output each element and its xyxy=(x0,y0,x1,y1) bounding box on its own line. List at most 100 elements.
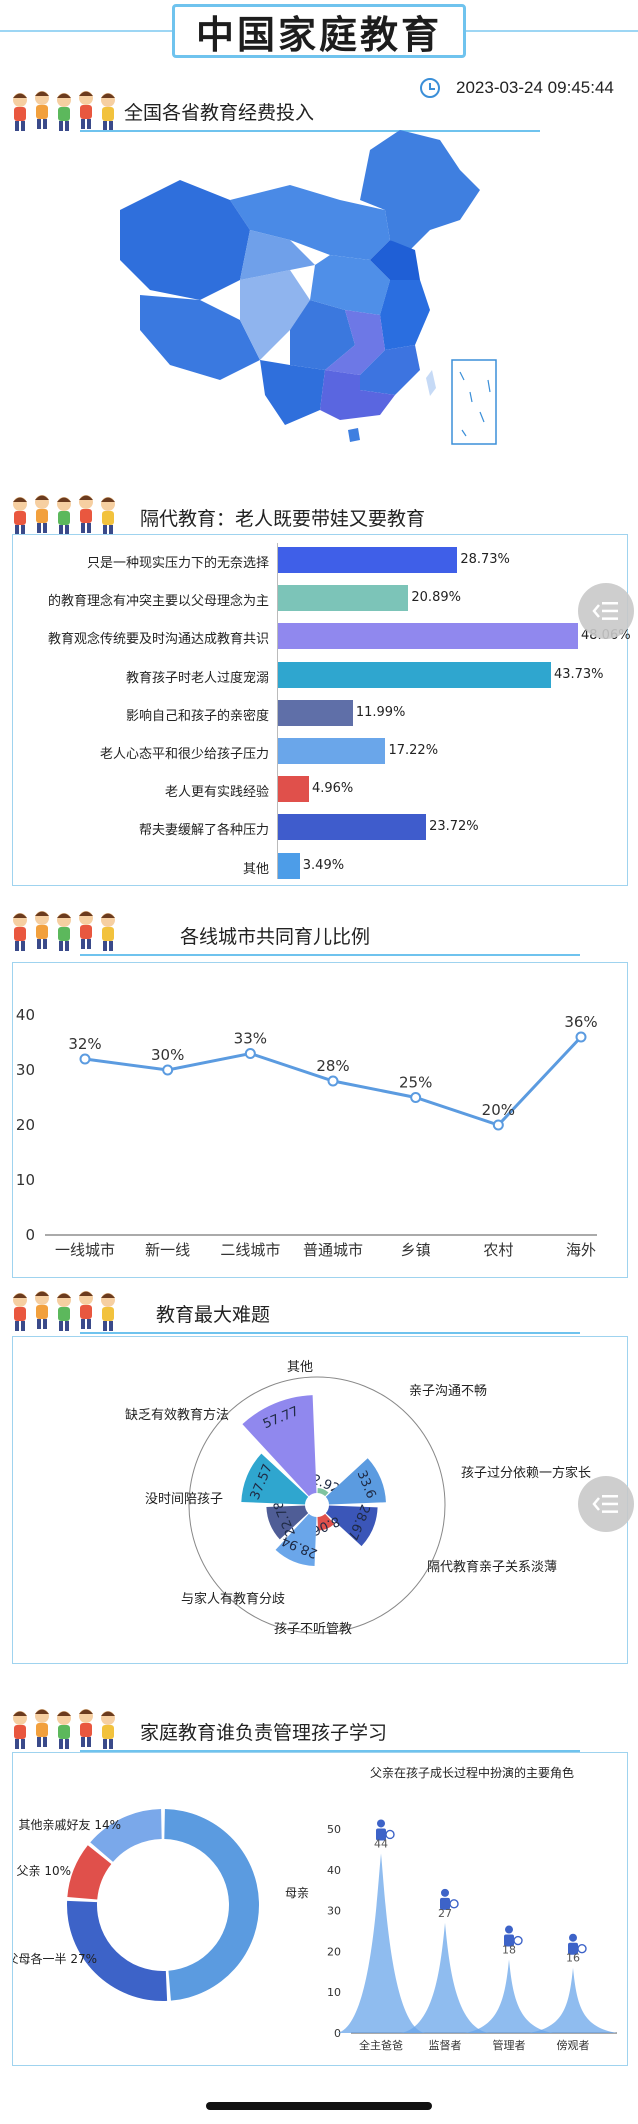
area-value-label: 27 xyxy=(438,1907,452,1920)
map-region-taiwan xyxy=(426,370,436,396)
line-point xyxy=(79,1053,91,1065)
rose-slice xyxy=(241,1453,309,1505)
line-value-label: 33% xyxy=(234,1030,267,1048)
bar-category-label: 的教育理念有冲突主要以父母理念为主 xyxy=(47,594,269,610)
bar-value-label: 17.22% xyxy=(388,743,439,758)
bar-chart-panel: 只是一种现实压力下的无奈选择 28.73% 的教育理念有冲突主要以父母理念为主 20.… xyxy=(12,534,631,886)
rose-outer-circle xyxy=(188,1376,446,1634)
bar-value-label: 43.73% xyxy=(553,666,604,682)
person-icon xyxy=(440,1888,459,1910)
map-region-south xyxy=(320,370,395,420)
bar[interactable] xyxy=(278,814,427,841)
list-menu-icon xyxy=(592,602,618,620)
section-underline xyxy=(80,130,540,132)
x-tick-label: 普通城市 xyxy=(303,1241,363,1259)
map-region-tibet xyxy=(140,295,260,380)
line-value-label: 20% xyxy=(482,1101,515,1119)
donut-label: 其他亲戚好友 14% xyxy=(19,1818,122,1832)
bar[interactable] xyxy=(278,699,353,726)
bar-section-title: 隔代教育：老人既要带娃又要教育 xyxy=(140,508,426,530)
x-tick-label: 一线城市 xyxy=(55,1241,115,1259)
section-underline xyxy=(80,954,580,956)
area-chart-title: 父亲在孩子成长过程中扮演的主要角色 xyxy=(370,1765,574,1780)
map-region-qinghai xyxy=(240,270,310,360)
bar[interactable] xyxy=(278,547,458,573)
person-badge xyxy=(577,1944,587,1954)
page-title: 中国家庭教育 xyxy=(195,12,442,57)
title-deco-line-right xyxy=(466,30,638,32)
map-region-southeast xyxy=(360,345,420,395)
line-point xyxy=(575,1031,587,1043)
y-tick-label: 10 xyxy=(16,1171,35,1189)
rose-slice xyxy=(242,1395,317,1497)
line-value-label: 28% xyxy=(316,1057,349,1075)
bar[interactable] xyxy=(278,776,309,803)
rose-category-label: 没时间陪孩子 xyxy=(145,1492,223,1507)
bar-value-label: 11.99% xyxy=(355,704,406,720)
y-tick-label: 0 xyxy=(25,1226,35,1244)
rose-slice xyxy=(266,1505,309,1540)
person-icon xyxy=(568,1933,587,1955)
children-illustration-icon xyxy=(13,1291,115,1331)
children-illustration-icon xyxy=(13,495,115,535)
line-chart-panel: 0 10 20 30 40 一线城市 新一线 二线城市 普通城市 乡镇 农村 海外 32% 30% 33% 2… xyxy=(12,962,628,1278)
side-menu-button[interactable] xyxy=(578,1476,634,1532)
children-illustration-icon xyxy=(13,1709,115,1749)
person-body xyxy=(568,1942,578,1955)
y-tick-label: 40 xyxy=(16,1006,35,1024)
line-point xyxy=(162,1064,174,1076)
page-title-box: 中国家庭教育 xyxy=(172,4,466,58)
map-region-sichuan xyxy=(290,300,355,370)
home-indicator[interactable] xyxy=(206,2102,432,2110)
person-body xyxy=(504,1934,514,1947)
x-tick-label: 海外 xyxy=(566,1241,596,1259)
bar-category-label: 老人心态平和很少给孩子压力 xyxy=(99,747,269,762)
rose-slice xyxy=(275,1513,317,1567)
person-icon xyxy=(504,1925,523,1947)
bar[interactable] xyxy=(278,852,300,879)
line-value-label: 30% xyxy=(151,1046,184,1064)
line-value-label: 32% xyxy=(68,1035,101,1053)
section-underline xyxy=(80,1332,580,1334)
bar[interactable] xyxy=(278,738,386,764)
clock-icon xyxy=(420,78,440,98)
rose-slice xyxy=(317,1488,329,1497)
line-point xyxy=(410,1092,422,1103)
x-tick-label: 管理者 xyxy=(493,2038,526,2052)
y-tick-label: 30 xyxy=(327,1905,341,1918)
person-badge xyxy=(513,1935,523,1946)
bar-category-label: 教育孩子时老人过度宠溺 xyxy=(125,670,269,686)
donut-chart: 母亲 49% 父母各一半 27% 父亲 10% 其他亲戚好友 14% xyxy=(13,1809,313,2001)
rose-category-label: 孩子不听管教 xyxy=(274,1621,352,1637)
bar[interactable] xyxy=(278,623,578,650)
title-deco-line-left xyxy=(0,30,172,32)
rose-category-label: 隔代教育亲子关系淡薄 xyxy=(427,1559,557,1575)
bar-value-label: 3.49% xyxy=(302,857,345,873)
bar[interactable] xyxy=(278,585,409,612)
map-region-north xyxy=(370,240,420,280)
bar-category-label: 帮夫妻缓解了各种压力 xyxy=(138,823,269,839)
rose-slice xyxy=(325,1458,386,1505)
children-illustration-icon xyxy=(13,91,115,131)
x-tick-label: 新一线 xyxy=(145,1241,190,1259)
y-tick-label: 0 xyxy=(334,2027,341,2040)
rose-category-label: 孩子过分依赖一方家长 xyxy=(461,1465,591,1481)
x-tick-label: 乡镇 xyxy=(401,1241,431,1259)
bar-category-label: 其他 xyxy=(242,861,269,877)
area-value-label: 18 xyxy=(502,1944,516,1957)
donut-slice xyxy=(66,1900,168,2001)
list-menu-icon xyxy=(592,1495,618,1513)
bar[interactable] xyxy=(278,661,551,688)
map-region-central xyxy=(310,255,390,315)
bar-axis-line xyxy=(277,543,278,879)
timestamp-row: 2023-03-24 09:45:44 xyxy=(420,78,614,98)
rose-slice xyxy=(317,1513,335,1531)
side-menu-button[interactable] xyxy=(578,583,634,639)
donut-slice xyxy=(90,1809,162,1862)
person-badge xyxy=(385,1829,395,1840)
x-tick-label: 全主爸爸 xyxy=(359,2038,403,2052)
area-peak xyxy=(337,1853,425,2033)
children-illustration-icon xyxy=(13,911,115,951)
section-header-rose: 教育最大难题 xyxy=(0,1290,638,1338)
person-head xyxy=(505,1925,513,1934)
